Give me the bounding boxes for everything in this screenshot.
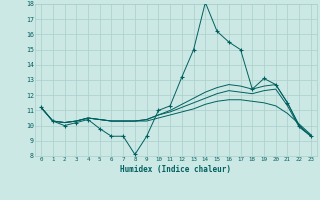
X-axis label: Humidex (Indice chaleur): Humidex (Indice chaleur) [121,165,231,174]
